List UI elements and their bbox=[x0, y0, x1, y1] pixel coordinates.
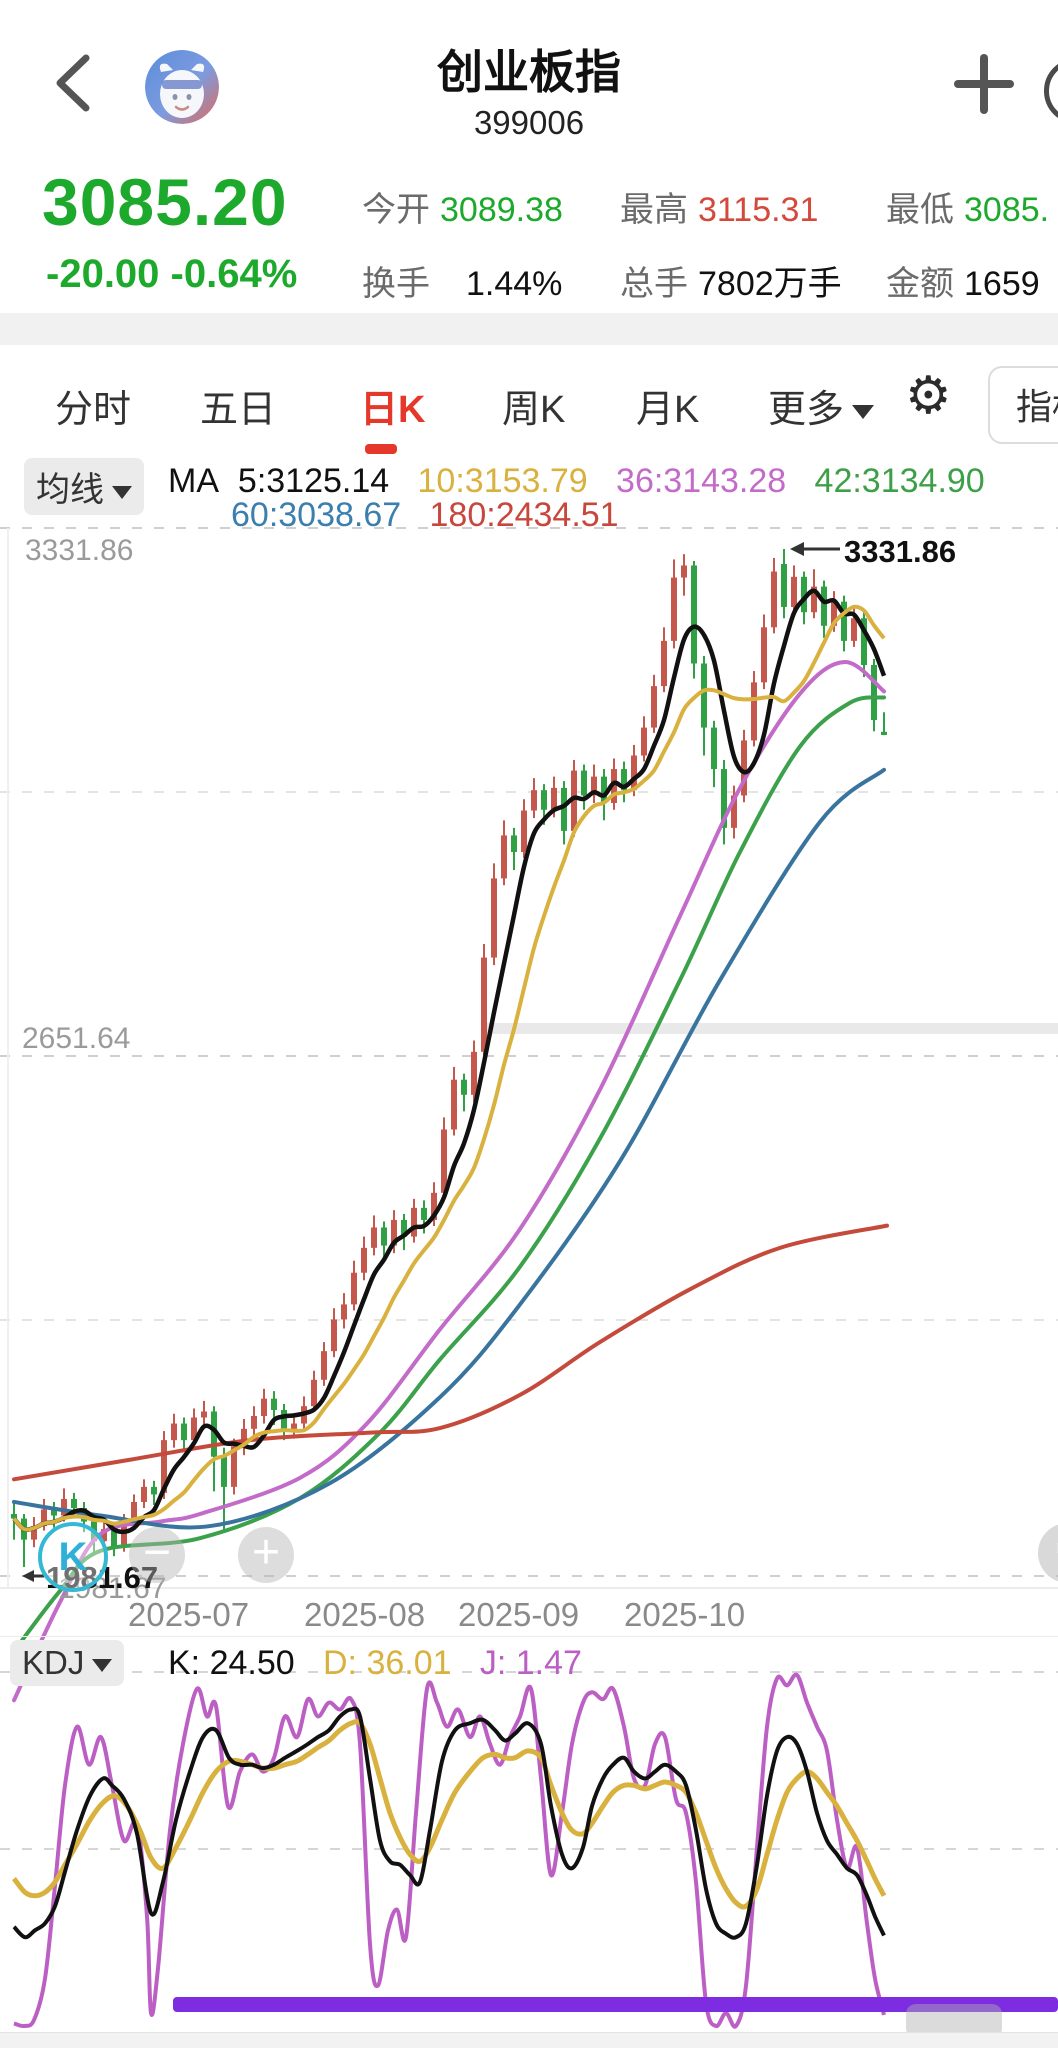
section-divider bbox=[0, 313, 1058, 345]
ma36-value: 36:3143.28 bbox=[616, 462, 787, 500]
stat-low-value: 3085. bbox=[964, 191, 1050, 229]
stat-turnover: 换手 1.44% bbox=[362, 256, 562, 305]
tab-minute[interactable]: 分时 bbox=[55, 389, 132, 431]
kdj-separator bbox=[0, 1636, 1058, 1637]
kdj-j-value: J: 1.47 bbox=[479, 1644, 582, 1682]
kline-mode-button[interactable]: K bbox=[38, 1522, 108, 1592]
add-watchlist-button[interactable] bbox=[952, 52, 1016, 116]
tab-more[interactable]: 更多 bbox=[768, 378, 875, 433]
ma-legend-row1: MA 5:3125.14 10:3153.79 36:3143.28 42:31… bbox=[168, 462, 985, 501]
stat-open-value: 3089.38 bbox=[440, 191, 563, 229]
tab-daily-k[interactable]: 日K bbox=[360, 389, 426, 431]
kdj-selector-label: KDJ bbox=[22, 1644, 85, 1681]
zoom-in-button[interactable]: + bbox=[238, 1527, 294, 1583]
kdj-d-value: D: 36.01 bbox=[323, 1644, 452, 1682]
ma42-value: 42:3134.90 bbox=[814, 462, 985, 500]
zoom-out-button[interactable]: − bbox=[129, 1527, 185, 1583]
tab-more-label: 更多 bbox=[768, 389, 845, 431]
stat-low-label: 最低 bbox=[886, 191, 954, 229]
stat-turnover-label: 换手 bbox=[362, 265, 430, 303]
ma5-value: 5:3125.14 bbox=[237, 462, 390, 500]
ma-selector-label: 均线 bbox=[36, 471, 104, 509]
stat-amount: 金额 1659 bbox=[886, 256, 1040, 305]
chevron-down-icon bbox=[852, 404, 875, 419]
y-axis-mid-label: 2651.64 bbox=[22, 1022, 131, 1055]
ma180-value: 180:2434.51 bbox=[429, 496, 619, 534]
back-button[interactable] bbox=[48, 50, 98, 116]
active-tab-indicator bbox=[365, 444, 397, 454]
ma-legend-row2: 60:3038.67 180:2434.51 bbox=[231, 496, 619, 535]
gear-icon[interactable]: ⚙ bbox=[905, 367, 952, 425]
stat-low: 最低 3085. bbox=[886, 182, 1049, 231]
ma-selector-chip[interactable]: 均线 bbox=[24, 458, 144, 515]
kdj-selector-chip[interactable]: KDJ bbox=[10, 1640, 125, 1686]
stock-code: 399006 bbox=[473, 104, 585, 141]
ma60-value: 60:3038.67 bbox=[231, 496, 402, 534]
high-point-annotation: 3331.86 bbox=[844, 534, 957, 569]
y-axis-max-label: 3331.86 bbox=[25, 534, 134, 567]
stat-volume: 总手 7802万手 bbox=[620, 256, 842, 305]
kdj-k-value: K: 24.50 bbox=[168, 1644, 295, 1682]
tab-5day[interactable]: 五日 bbox=[200, 389, 277, 431]
assistant-avatar[interactable] bbox=[145, 50, 219, 124]
stat-high-value: 3115.31 bbox=[698, 191, 819, 229]
stat-open-label: 今开 bbox=[362, 191, 430, 229]
page-title: 创业板指 bbox=[437, 46, 621, 98]
bottom-edge bbox=[0, 2032, 1058, 2048]
chevron-down-icon bbox=[92, 1658, 113, 1672]
stat-amount-value: 1659 bbox=[964, 265, 1040, 303]
stat-high-label: 最高 bbox=[620, 191, 688, 229]
stat-amount-label: 金额 bbox=[886, 265, 954, 303]
chevron-down-icon bbox=[112, 485, 132, 499]
last-price: 3085.20 bbox=[42, 165, 288, 239]
stat-volume-value: 7802万手 bbox=[698, 265, 842, 303]
ma10-value: 10:3153.79 bbox=[417, 462, 588, 500]
x-label-jul: 2025-07 bbox=[128, 1596, 250, 1633]
ma-prefix: MA bbox=[168, 462, 219, 500]
tab-monthly-k[interactable]: 月K bbox=[636, 389, 700, 431]
x-label-oct: 2025-10 bbox=[624, 1596, 746, 1633]
stat-high: 最高 3115.31 bbox=[620, 182, 818, 231]
stat-open: 今开 3089.38 bbox=[362, 182, 563, 231]
stat-volume-label: 总手 bbox=[620, 265, 688, 303]
kdj-legend: K: 24.50 D: 36.01 J: 1.47 bbox=[168, 1644, 582, 1683]
stat-turnover-value: 1.44% bbox=[466, 265, 563, 303]
x-label-sep: 2025-09 bbox=[458, 1596, 580, 1633]
price-change: -20.00 -0.64% bbox=[46, 252, 298, 296]
tab-weekly-k[interactable]: 周K bbox=[502, 389, 566, 431]
x-label-aug: 2025-08 bbox=[304, 1596, 426, 1633]
fullscreen-icon[interactable]: ↖ bbox=[1038, 1523, 1058, 1583]
indicator-button[interactable]: 指标 bbox=[988, 366, 1058, 444]
